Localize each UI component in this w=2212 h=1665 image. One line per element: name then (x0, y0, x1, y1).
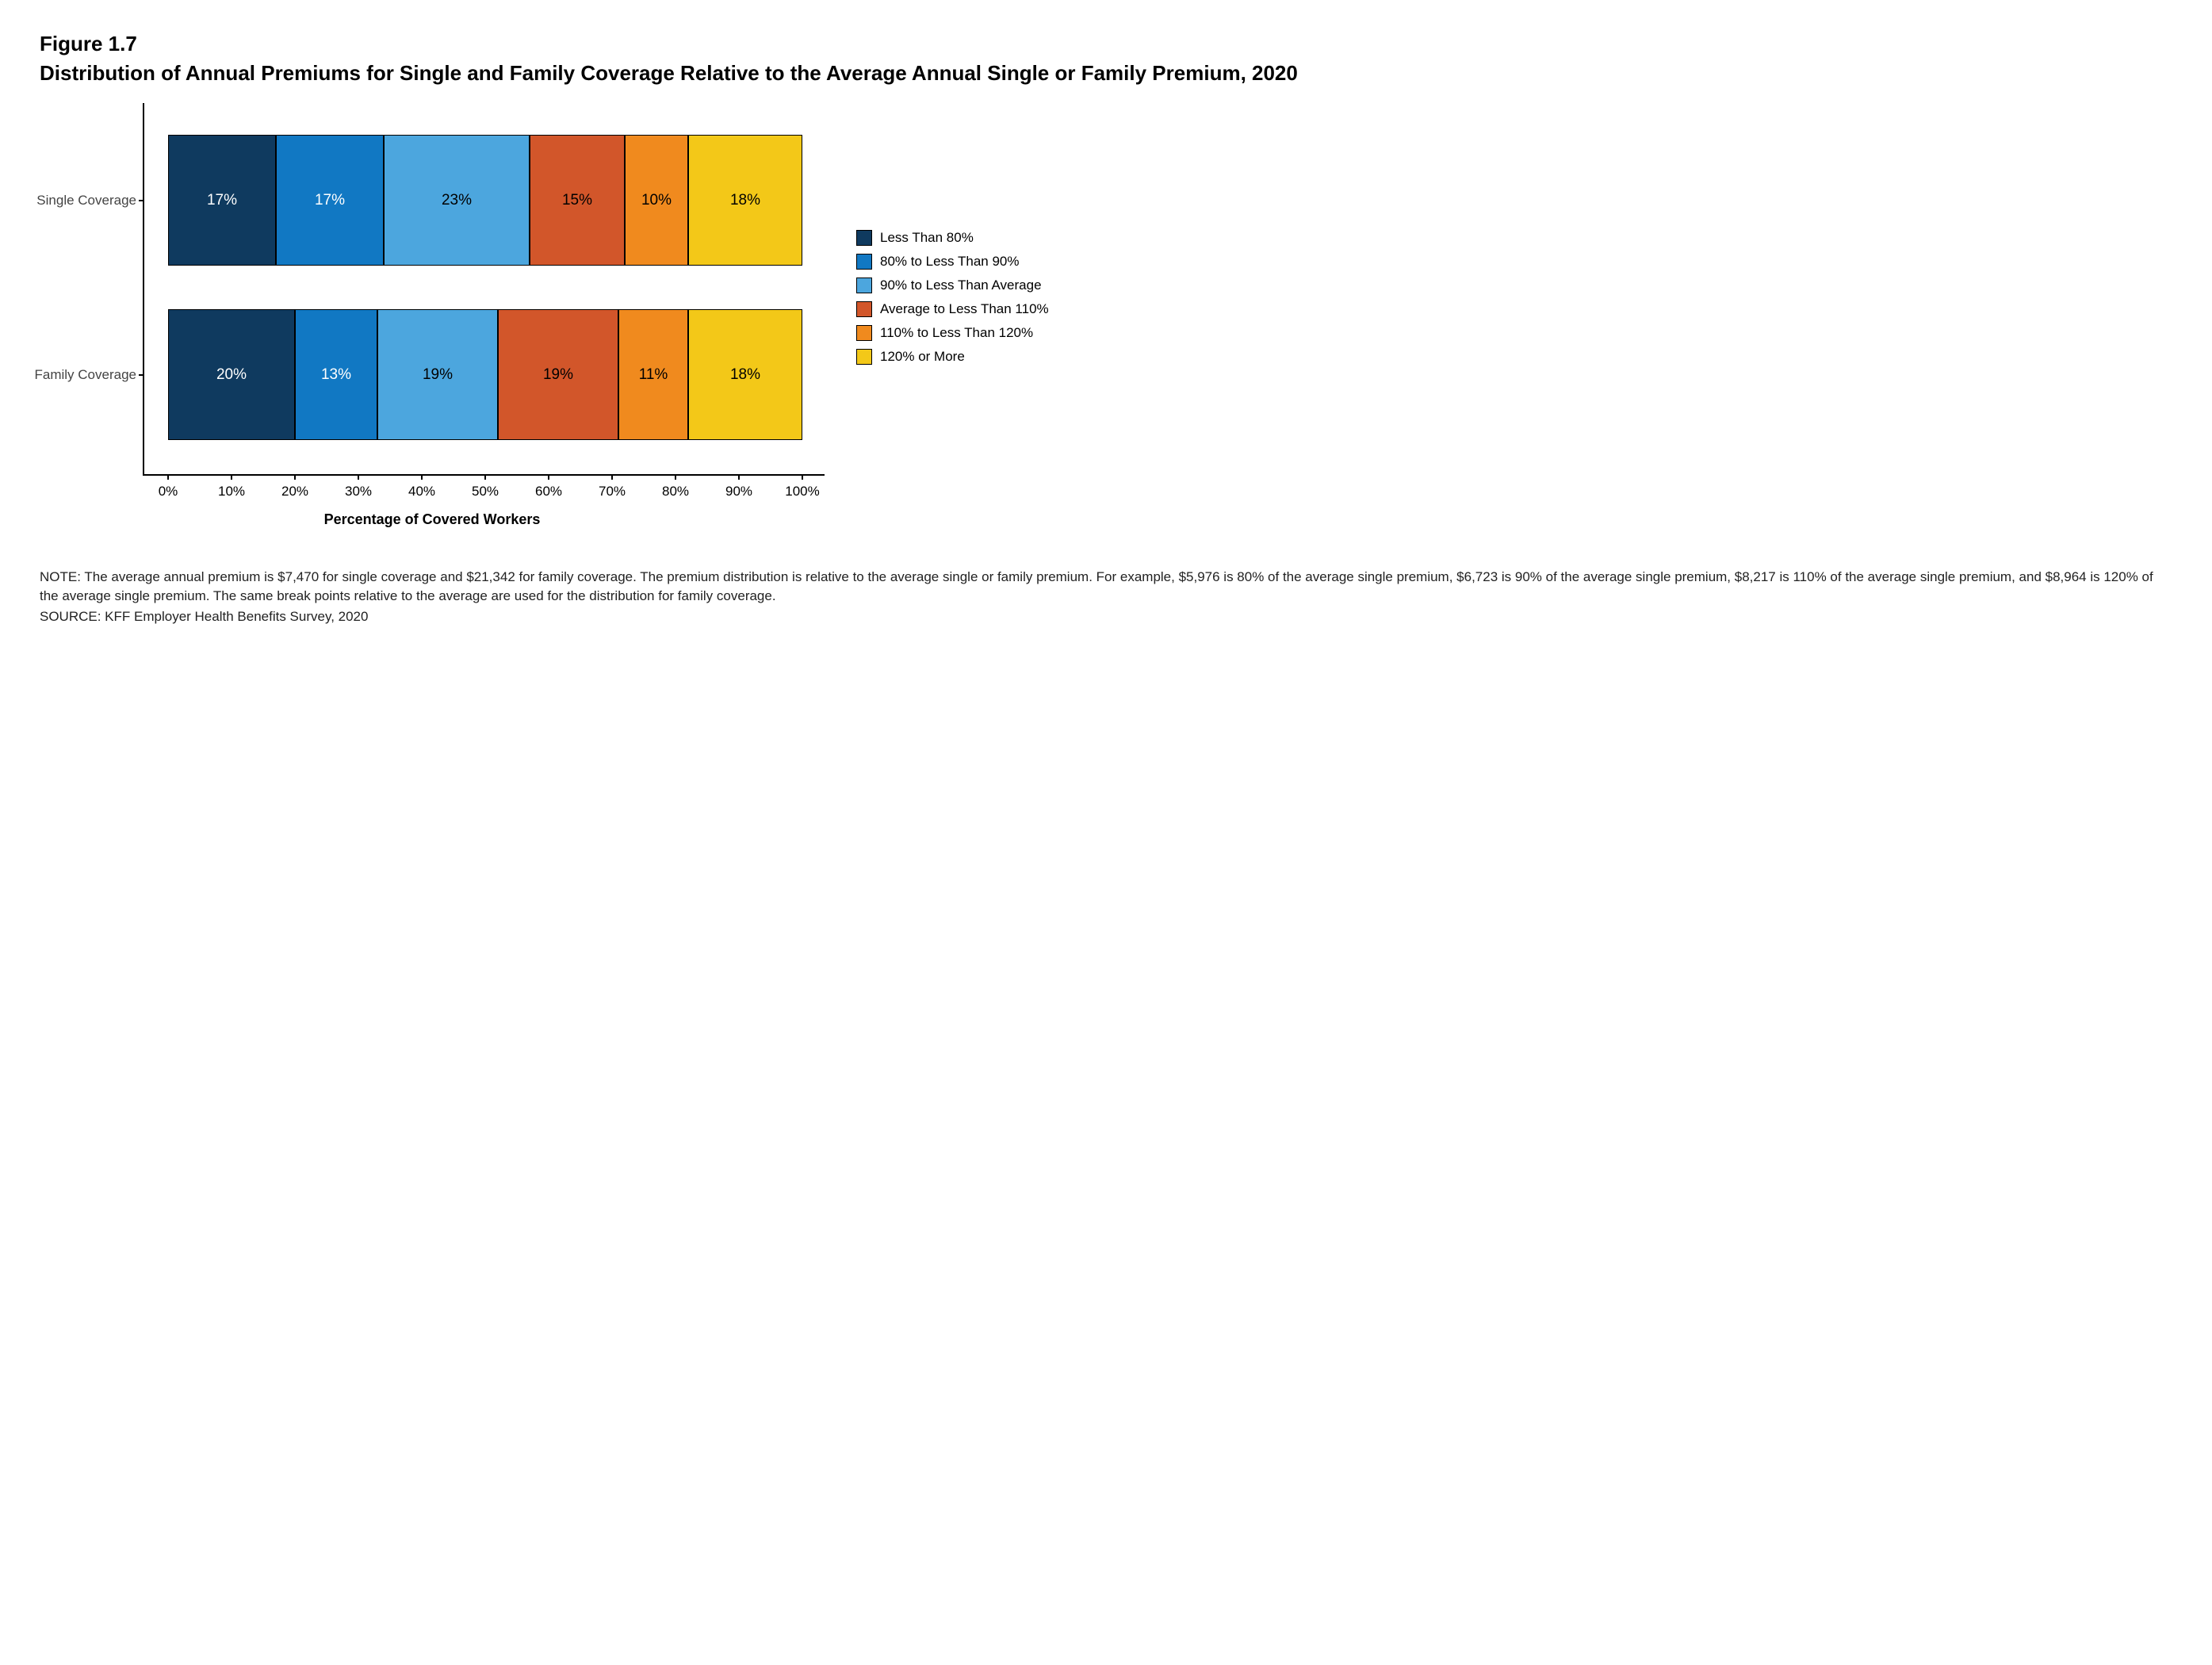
legend: Less Than 80% 80% to Less Than 90% 90% to … (856, 230, 1049, 373)
y-tick (139, 200, 144, 201)
bar-segment-ge120: 18% (688, 309, 802, 440)
bar-segment-avg_110: 19% (498, 309, 618, 440)
bar-row: 17%17%23%15%10%18% (168, 135, 802, 266)
x-tick-label: 90% (725, 474, 752, 500)
legend-item: 90% to Less Than Average (856, 278, 1049, 293)
legend-label: 110% to Less Than 120% (880, 325, 1033, 341)
y-category-label: Family Coverage (35, 367, 145, 383)
legend-item: 120% or More (856, 349, 1049, 365)
x-axis-title: Percentage of Covered Workers (40, 511, 825, 528)
x-tick-label: 40% (408, 474, 435, 500)
note-text: NOTE: The average annual premium is $7,4… (40, 568, 2172, 606)
bar-segment-lt80: 20% (168, 309, 295, 440)
source-text: SOURCE: KFF Employer Health Benefits Sur… (40, 607, 2172, 626)
legend-label: Less Than 80% (880, 230, 974, 246)
legend-swatch (856, 278, 872, 293)
legend-swatch (856, 325, 872, 341)
x-tick-label: 20% (281, 474, 308, 500)
legend-item: 80% to Less Than 90% (856, 254, 1049, 270)
bar-segment-110_120: 10% (625, 135, 688, 266)
legend-swatch (856, 301, 872, 317)
x-tick-label: 30% (345, 474, 372, 500)
bar-segment-80_90: 17% (276, 135, 384, 266)
bar-segment-ge120: 18% (688, 135, 802, 266)
legend-item: Less Than 80% (856, 230, 1049, 246)
bar-row: 20%13%19%19%11%18% (168, 309, 802, 440)
chart-area: 0%10%20%30%40%50%60%70%80%90%100%17%17%2… (40, 103, 825, 528)
bar-segment-90_avg: 23% (384, 135, 530, 266)
bar-segment-110_120: 11% (618, 309, 688, 440)
legend-label: Average to Less Than 110% (880, 301, 1049, 317)
x-tick-label: 60% (535, 474, 562, 500)
x-tick-label: 50% (472, 474, 499, 500)
bar-segment-80_90: 13% (295, 309, 377, 440)
chart-wrap: 0%10%20%30%40%50%60%70%80%90%100%17%17%2… (40, 103, 2172, 528)
bar-segment-lt80: 17% (168, 135, 276, 266)
x-tick-label: 10% (218, 474, 245, 500)
legend-swatch (856, 230, 872, 246)
legend-label: 120% or More (880, 349, 965, 365)
plot-region: 0%10%20%30%40%50%60%70%80%90%100%17%17%2… (143, 103, 825, 476)
legend-label: 80% to Less Than 90% (880, 254, 1019, 270)
bar-segment-90_avg: 19% (377, 309, 498, 440)
figure-label: Figure 1.7 (40, 32, 2172, 56)
legend-swatch (856, 254, 872, 270)
x-tick-label: 80% (662, 474, 689, 500)
chart-title: Distribution of Annual Premiums for Sing… (40, 59, 2172, 87)
x-tick-label: 70% (599, 474, 626, 500)
y-category-label: Single Coverage (36, 193, 144, 209)
bar-segment-avg_110: 15% (530, 135, 625, 266)
x-tick-label: 0% (159, 474, 178, 500)
x-tick-label: 100% (785, 474, 819, 500)
legend-label: 90% to Less Than Average (880, 278, 1042, 293)
legend-item: Average to Less Than 110% (856, 301, 1049, 317)
y-tick (139, 374, 144, 376)
legend-swatch (856, 349, 872, 365)
footnotes: NOTE: The average annual premium is $7,4… (40, 568, 2172, 626)
legend-item: 110% to Less Than 120% (856, 325, 1049, 341)
